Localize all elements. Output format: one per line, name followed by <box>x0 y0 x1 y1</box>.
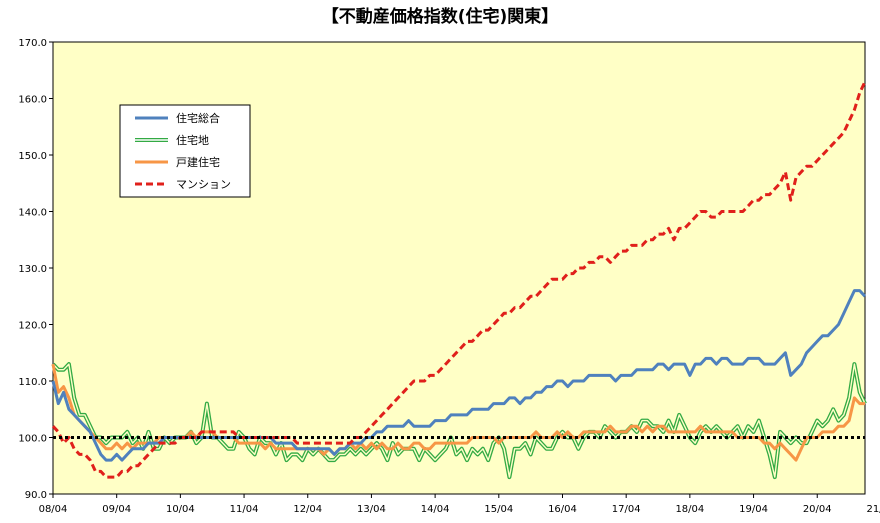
x-tick-label: 08/04 <box>39 504 68 515</box>
x-tick-label: 21/04 <box>867 504 880 515</box>
legend-label: 住宅総合 <box>176 111 220 125</box>
y-tick-label: 90.0 <box>25 490 47 501</box>
y-tick-label: 170.0 <box>18 38 47 49</box>
x-tick-label: 17/04 <box>612 504 641 515</box>
y-tick-label: 160.0 <box>18 95 47 106</box>
legend-label: 住宅地 <box>176 133 209 147</box>
chart-title: 【不動産価格指数(住宅)関東】 <box>321 7 559 27</box>
x-tick-label: 20/04 <box>803 504 832 515</box>
x-tick-label: 16/04 <box>548 504 577 515</box>
y-tick-label: 120.0 <box>18 321 47 332</box>
x-tick-label: 09/04 <box>102 504 131 515</box>
legend-box <box>119 104 251 198</box>
legend-label: 戸建住宅 <box>176 155 220 169</box>
x-tick-label: 10/04 <box>166 504 195 515</box>
x-tick-label: 12/04 <box>293 504 322 515</box>
x-tick-label: 13/04 <box>357 504 386 515</box>
x-tick-label: 19/04 <box>739 504 768 515</box>
legend-label: マンション <box>176 178 231 191</box>
y-tick-label: 130.0 <box>18 264 47 275</box>
y-tick-label: 100.0 <box>18 434 47 445</box>
x-tick-label: 18/04 <box>675 504 704 515</box>
series-line-mansion <box>51 80 867 479</box>
series-line-kodate <box>51 363 865 462</box>
y-tick-label: 150.0 <box>18 151 47 162</box>
x-tick-label: 11/04 <box>230 504 259 515</box>
x-tick-label: 15/04 <box>484 504 513 515</box>
series-line-jutaku-sogo <box>51 289 867 462</box>
y-tick-label: 110.0 <box>18 377 47 388</box>
x-tick-label: 14/04 <box>421 504 450 515</box>
y-tick-label: 140.0 <box>18 208 47 219</box>
